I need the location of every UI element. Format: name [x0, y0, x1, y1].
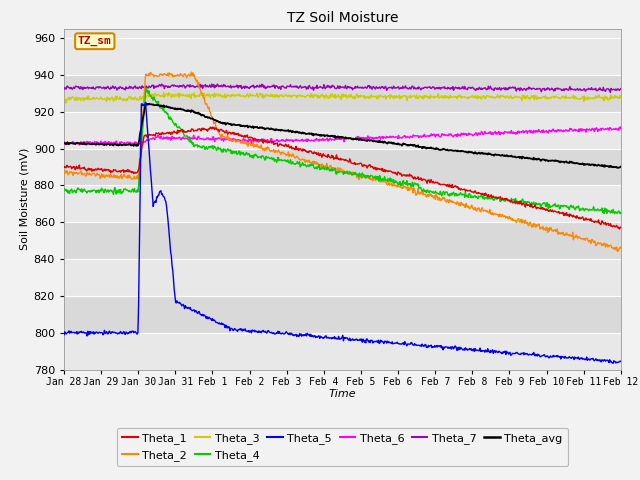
Bar — [64, 185, 621, 222]
Bar — [64, 296, 621, 333]
X-axis label: Time: Time — [328, 389, 356, 399]
Title: TZ Soil Moisture: TZ Soil Moisture — [287, 11, 398, 25]
Bar — [64, 148, 621, 185]
Bar — [64, 38, 621, 75]
Legend: Theta_1, Theta_2, Theta_3, Theta_4, Theta_5, Theta_6, Theta_7, Theta_avg: Theta_1, Theta_2, Theta_3, Theta_4, Thet… — [116, 428, 568, 466]
Bar — [64, 112, 621, 148]
Bar — [64, 222, 621, 259]
Bar — [64, 333, 621, 370]
Text: TZ_sm: TZ_sm — [78, 36, 111, 47]
Bar — [64, 75, 621, 112]
Y-axis label: Soil Moisture (mV): Soil Moisture (mV) — [20, 148, 29, 251]
Bar — [64, 259, 621, 296]
